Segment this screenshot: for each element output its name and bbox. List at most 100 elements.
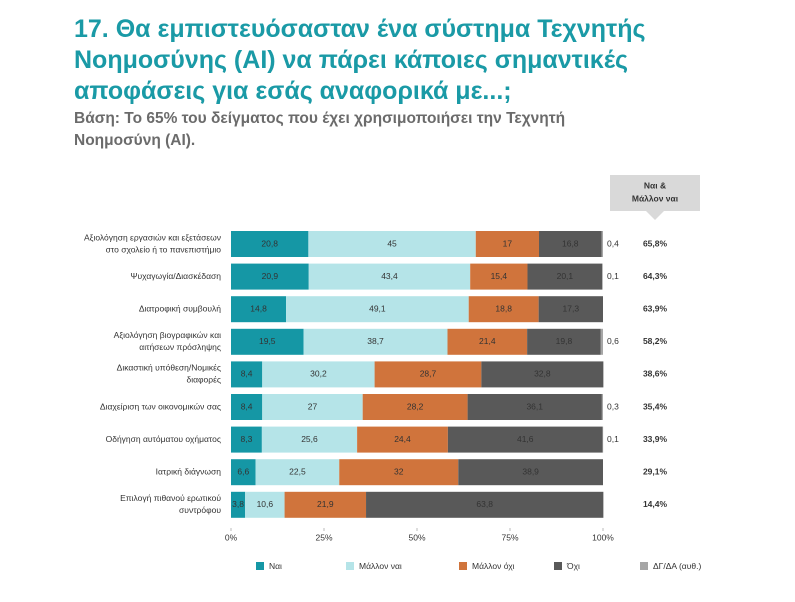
category-label: Οδήγηση αυτόματου οχήματος — [106, 434, 221, 444]
bar-segment — [601, 394, 603, 420]
value-label: 8,4 — [241, 369, 253, 379]
category-label: Αξιολόγηση βιογραφικών και — [114, 330, 221, 340]
bar-segment — [231, 459, 256, 486]
bar-segment — [374, 361, 482, 388]
value-label: 30,2 — [310, 369, 327, 379]
bar-segment — [231, 394, 263, 420]
total-label: 58,2% — [643, 336, 668, 346]
value-label: 28,7 — [420, 369, 437, 379]
legend-label: Όχι — [566, 561, 580, 571]
bar-segment — [538, 296, 603, 323]
bar-segment — [255, 459, 340, 486]
legend-label: Μάλλον ναι — [359, 561, 402, 571]
bar-segment — [231, 328, 304, 355]
bar-segment — [481, 361, 604, 388]
value-label: 32,8 — [534, 369, 551, 379]
bar-segment — [600, 328, 603, 355]
x-tick-label: 75% — [501, 532, 518, 542]
bar-segment — [231, 426, 262, 453]
bar-segment — [231, 231, 309, 257]
value-label: 19,5 — [259, 336, 276, 346]
bar-segment — [286, 296, 469, 323]
value-label: 17,3 — [563, 303, 580, 313]
bar-segment — [303, 328, 448, 355]
bar-segment — [245, 491, 285, 518]
category-label: Επιλογή πιθανού ερωτικού — [120, 493, 221, 503]
category-label: Αξιολόγηση εργασιών και εξετάσεων — [84, 232, 221, 242]
value-label: 25,6 — [301, 434, 318, 444]
legend-label: Ναι — [269, 561, 282, 571]
value-label: 18,8 — [495, 303, 512, 313]
total-label: 33,9% — [643, 434, 668, 444]
bar-segment — [231, 361, 263, 388]
bar-segment — [231, 263, 309, 290]
value-label: 21,4 — [479, 336, 496, 346]
legend-swatch — [346, 562, 354, 570]
value-label: 45 — [387, 238, 397, 248]
value-label: 0,1 — [607, 434, 619, 444]
legend-swatch — [554, 562, 562, 570]
total-label: 14,4% — [643, 499, 668, 509]
value-label: 17 — [503, 238, 513, 248]
bar-segment — [366, 491, 604, 518]
value-label: 28,2 — [407, 401, 424, 411]
totals-header: Μάλλον ναι — [632, 193, 679, 203]
bar-segment — [601, 231, 603, 257]
total-label: 64,3% — [643, 271, 668, 281]
legend-swatch — [256, 562, 264, 570]
bar-segment — [539, 231, 602, 257]
bar-segment — [261, 426, 358, 453]
value-label: 0,1 — [607, 271, 619, 281]
bar-segment — [284, 491, 367, 518]
legend-swatch — [459, 562, 467, 570]
category-label: Διαχείριση των οικονομικών σας — [100, 401, 221, 411]
bar-segment — [470, 263, 528, 290]
value-label: 8,4 — [241, 401, 253, 411]
value-label: 15,4 — [491, 271, 508, 281]
value-label: 19,8 — [556, 336, 573, 346]
x-tick-label: 100% — [592, 532, 614, 542]
category-label: Διατροφική συμβουλή — [139, 303, 221, 313]
bar-segment — [467, 394, 602, 420]
category-label: Δικαστική υπόθεση/Νομικές — [117, 363, 221, 373]
x-tick-label: 25% — [315, 532, 332, 542]
bar-segment — [447, 328, 528, 355]
total-label: 38,6% — [643, 369, 668, 379]
chart-title: 17. Θα εμπιστευόσασταν ένα σύστημα Τεχνη… — [74, 15, 646, 105]
value-label: 38,7 — [367, 336, 384, 346]
value-label: 41,6 — [517, 434, 534, 444]
bar-segment — [527, 263, 603, 290]
total-label: 65,8% — [643, 238, 668, 248]
value-label: 8,3 — [241, 434, 253, 444]
bar-segment — [308, 263, 471, 290]
value-label: 22,5 — [289, 466, 306, 476]
bar-segment — [527, 328, 601, 355]
bar-segment — [475, 231, 540, 257]
value-label: 10,6 — [257, 499, 274, 509]
value-label: 49,1 — [369, 303, 386, 313]
bar-segment — [339, 459, 459, 486]
value-label: 21,9 — [317, 499, 334, 509]
bar-segment — [447, 426, 603, 453]
x-tick-label: 0% — [225, 532, 238, 542]
total-label: 29,1% — [643, 466, 668, 476]
category-label: στο σχολείο ή το πανεπιστήμιο — [106, 244, 222, 254]
bar-segment — [602, 263, 603, 290]
bar-segment — [262, 361, 375, 388]
category-label: συντρόφου — [179, 505, 221, 515]
value-label: 0,6 — [607, 336, 619, 346]
value-label: 6,6 — [237, 466, 249, 476]
legend-label: Μάλλον όχι — [472, 561, 515, 571]
value-label: 32 — [394, 466, 404, 476]
category-label: Ιατρική διάγνωση — [156, 466, 222, 476]
value-label: 0,4 — [607, 238, 619, 248]
value-label: 14,8 — [250, 303, 267, 313]
x-tick-label: 50% — [408, 532, 425, 542]
value-label: 0,3 — [607, 401, 619, 411]
value-label: 27 — [308, 401, 318, 411]
value-label: 20,1 — [557, 271, 574, 281]
bar-segment — [602, 426, 604, 453]
chart-subtitle: Βάση: Το 65% του δείγματος που έχει χρησ… — [74, 110, 566, 149]
bar-segment — [468, 296, 539, 323]
